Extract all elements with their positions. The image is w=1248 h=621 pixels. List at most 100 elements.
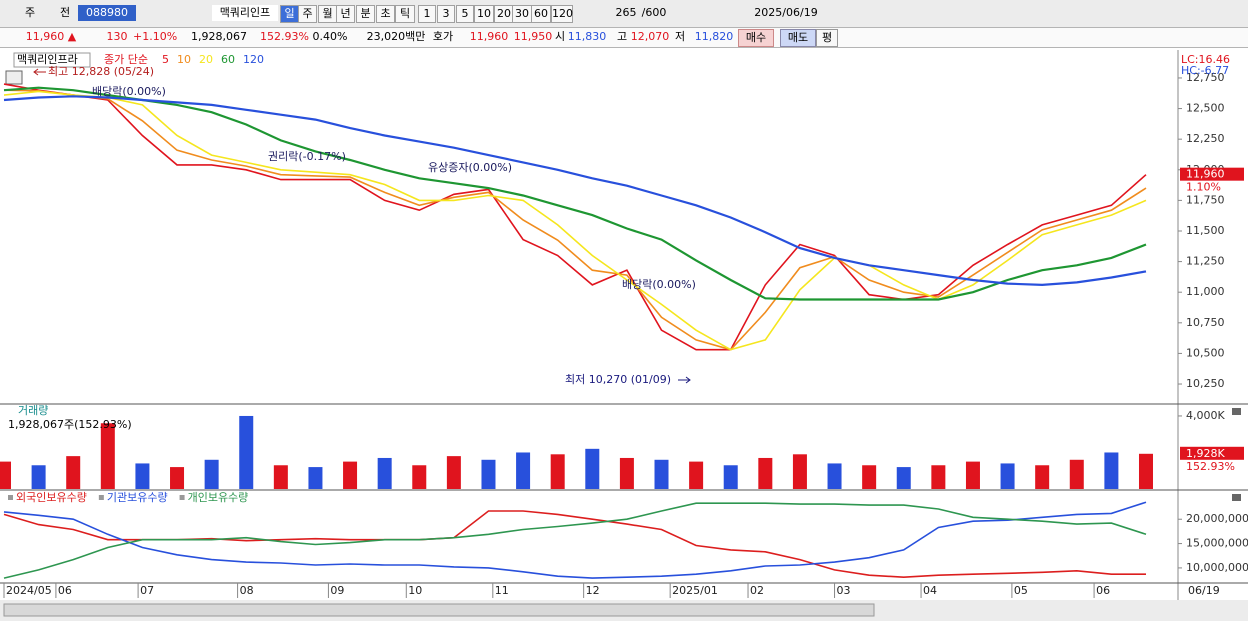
volume-bar <box>619 457 634 489</box>
volume-bar <box>792 454 807 489</box>
button[interactable]: 매수 <box>738 29 774 47</box>
volume-bar <box>239 415 254 489</box>
y-tick-label: 10,750 <box>1186 316 1225 329</box>
label: 11,950 <box>513 30 553 43</box>
button[interactable]: 틱 <box>395 5 415 23</box>
button[interactable]: 주 <box>298 5 317 23</box>
panel-close[interactable] <box>1232 408 1241 415</box>
current-label: 1,928K <box>1186 447 1225 460</box>
button[interactable]: 초 <box>376 5 395 23</box>
volume-bar <box>550 454 565 489</box>
volume-bar <box>31 465 46 489</box>
x-tick-label: 03 <box>837 584 851 597</box>
y-tick-label: 12,500 <box>1186 102 1225 115</box>
current-change: 1.10% <box>1186 181 1221 194</box>
label: 088980 <box>78 5 136 21</box>
series-line <box>3 90 1147 351</box>
y-tick-label: 11,500 <box>1186 224 1225 237</box>
volume-bar <box>689 461 704 489</box>
annotation: 배당락(0.00%) <box>92 85 166 98</box>
label: 고 <box>616 30 628 43</box>
label: 맥쿼리인프 <box>212 5 278 21</box>
volume-bar <box>585 448 600 489</box>
volume-bar <box>343 461 358 489</box>
volume-bar <box>204 459 219 489</box>
volume-bar <box>723 465 738 489</box>
arrow <box>678 376 691 384</box>
volume-bar <box>377 457 392 489</box>
y-tick-label: 15,000,000 <box>1186 537 1248 550</box>
button[interactable]: 년 <box>336 5 355 23</box>
x-tick-label: 2024/05 <box>6 584 52 597</box>
volume-bar <box>965 461 980 489</box>
button[interactable]: 평 <box>816 29 838 47</box>
chart-title: 맥쿼리인프라 <box>17 53 78 66</box>
volume-bar <box>1138 453 1153 489</box>
volume-bar <box>0 461 11 489</box>
button[interactable]: 5 <box>456 5 474 23</box>
legend-label: 기관보유수량 <box>107 491 168 504</box>
x-tick-label: 12 <box>586 584 600 597</box>
label: 11,960 <box>469 30 509 43</box>
legend-swatch <box>179 495 185 500</box>
volume-bar <box>827 463 842 489</box>
label: +1.10% <box>133 30 178 43</box>
x-end-label: 06/19 <box>1188 584 1220 597</box>
icon[interactable] <box>5 70 23 85</box>
y-tick-label: 10,000,000 <box>1186 561 1248 574</box>
label: 1,928,067 <box>191 30 247 43</box>
legend-label: 5 <box>162 53 169 66</box>
legend-swatch <box>8 495 13 500</box>
button[interactable]: 60 <box>531 5 551 23</box>
series-line <box>3 95 1147 287</box>
y-tick-label: 12,250 <box>1186 132 1225 145</box>
y-tick-label: 11,750 <box>1186 193 1225 206</box>
current-change: 152.93% <box>1186 460 1235 473</box>
button[interactable]: 매도 <box>780 29 816 47</box>
current-box <box>1180 167 1244 181</box>
series-line <box>3 501 1147 579</box>
button[interactable]: 10 <box>474 5 494 23</box>
volume-bar <box>862 465 877 489</box>
label: 152.93% <box>260 30 309 43</box>
label: 주 <box>24 6 36 19</box>
button[interactable]: 120 <box>551 5 573 23</box>
x-tick-label: 07 <box>140 584 154 597</box>
legend-label: 60 <box>221 53 235 66</box>
volume-bar <box>170 467 185 489</box>
panel-title: 거래량 <box>18 404 48 417</box>
button[interactable]: 20 <box>494 5 514 23</box>
x-tick-label: 10 <box>408 584 422 597</box>
volume-bar <box>135 463 150 489</box>
label: 11,830 <box>567 30 607 43</box>
y-tick-label: 11,000 <box>1186 285 1225 298</box>
volume-bar <box>758 457 773 489</box>
volume-bar <box>896 467 911 489</box>
volume-bar <box>931 465 946 489</box>
current-box <box>1180 446 1244 460</box>
annotation: 최고 12,828 (05/24) <box>48 65 154 78</box>
button[interactable]: 1 <box>418 5 436 23</box>
volume-bar <box>273 465 288 489</box>
button[interactable]: 30 <box>512 5 532 23</box>
panel-close[interactable] <box>1232 494 1241 501</box>
legend-label: 10 <box>177 53 191 66</box>
label: 11,960 ▲ <box>25 30 77 43</box>
legend-title: 종가 단순 <box>104 53 148 66</box>
y-tick-label: 11,250 <box>1186 255 1225 268</box>
y-tick-label: 10,250 <box>1186 377 1225 390</box>
button[interactable]: 3 <box>437 5 455 23</box>
volume-bar <box>1104 452 1119 489</box>
info-bar: 11,960 ▲ 130 +1.10% 1,928,067 152.93% 0.40% 23… <box>0 28 1248 48</box>
panel-subtitle: 1,928,067주(152.93%) <box>8 418 132 431</box>
annotation: 유상증자(0.00%) <box>428 161 512 174</box>
label: 2025/06/19 <box>754 6 818 19</box>
x-tick-label: 02 <box>750 584 764 597</box>
button[interactable]: 분 <box>356 5 375 23</box>
label: 12,070 <box>630 30 670 43</box>
scroll-thumb[interactable] <box>3 603 875 617</box>
legend-label: 외국인보유수량 <box>16 491 87 504</box>
toolbar: 주 전 088980 맥쿼리인프 일 주 월 년 분 초 틱 1 3 5 10 20 30 60 120 265/60… <box>0 0 1248 28</box>
y-tick-label: 12,750 <box>1186 71 1225 84</box>
volume-bar <box>516 452 531 489</box>
